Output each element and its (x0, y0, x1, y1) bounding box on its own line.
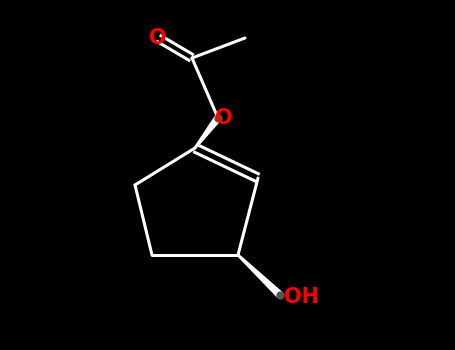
Text: O: O (215, 108, 233, 128)
Polygon shape (194, 116, 221, 148)
Text: OH: OH (284, 287, 319, 307)
Text: O: O (149, 28, 167, 48)
Polygon shape (238, 254, 282, 298)
